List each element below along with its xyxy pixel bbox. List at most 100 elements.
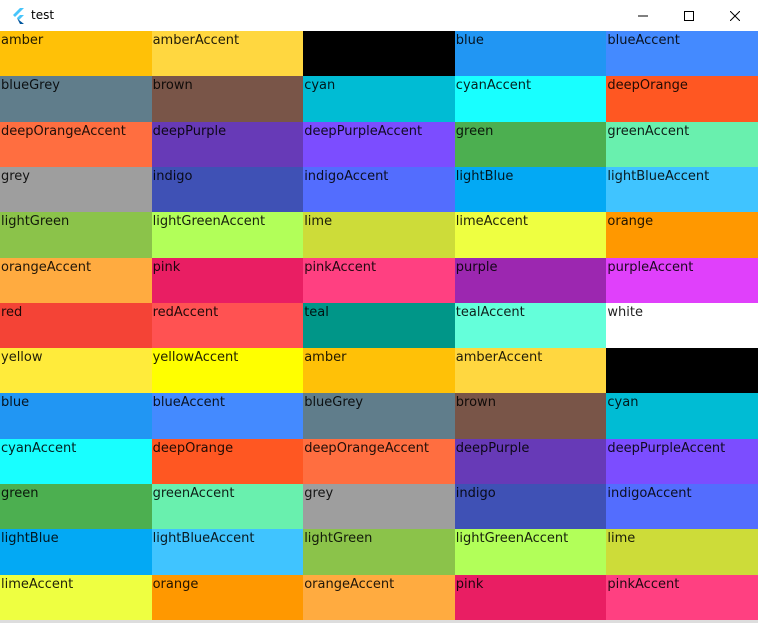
maximize-button[interactable] [666,0,712,31]
color-cell: yellow [0,348,152,394]
color-cell: deepOrange [606,76,758,122]
color-cell: orange [606,212,758,258]
color-label: lightGreenAccent [152,214,266,230]
color-cell: amberAccent [454,348,607,394]
color-label: indigo [455,486,496,502]
color-cell: lightBlueAccent [151,529,304,575]
color-label: brown [455,395,496,411]
color-cell: brown [151,76,304,122]
color-cell: deepOrangeAccent [0,121,152,167]
color-label: pink [455,576,484,592]
color-label: amberAccent [455,350,543,366]
color-label: blueGrey [304,395,364,411]
color-label: brown [152,78,193,94]
color-cell: amber [303,348,455,394]
color-cell: deepPurple [151,121,304,167]
color-cell: deepPurpleAccent [606,438,758,485]
close-button[interactable] [712,0,758,31]
title-bar[interactable]: test [0,0,758,31]
color-label: cyanAccent [455,78,532,94]
color-label: pink [152,259,181,275]
color-label: lightGreenAccent [455,531,569,547]
color-label: grey [1,168,31,184]
color-label: teal [304,304,329,320]
color-cell: lime [606,529,758,575]
color-cell: pink [151,257,304,303]
color-cell: cyan [606,393,758,439]
color-cell: redAccent [151,302,304,349]
color-label: deepPurple [455,440,530,456]
color-cell: lightBlue [454,166,607,213]
color-label: white [607,304,643,320]
color-cell: grey [303,484,455,530]
color-cell: blueGrey [0,76,152,122]
color-cell: blueAccent [151,393,304,439]
color-cell: purple [454,257,607,303]
color-cell: lightBlueAccent [606,166,758,213]
color-cell: deepPurpleAccent [303,121,455,167]
color-cell: indigoAccent [606,484,758,530]
color-cell: lightGreenAccent [151,212,304,258]
color-label: grey [304,486,334,502]
close-icon [730,10,740,21]
color-cell: deepOrangeAccent [303,438,455,485]
color-cell: indigo [454,484,607,530]
color-label: orange [152,576,199,592]
color-label: orangeAccent [1,259,92,275]
color-cell: white [606,302,758,349]
color-cell: tealAccent [454,302,607,349]
color-cell: cyanAccent [0,438,152,485]
color-label: blueAccent [607,33,680,48]
color-label: amber [304,350,347,366]
color-cell [303,31,455,77]
color-cell: blue [454,31,607,77]
color-cell [606,348,758,394]
color-cell: green [0,484,152,530]
color-label: deepOrange [152,440,234,456]
color-label: orange [607,214,654,230]
color-cell: lime [303,212,455,258]
color-label: lightGreen [1,214,70,230]
color-label: lightBlue [1,531,59,547]
color-label: tealAccent [455,304,525,320]
color-label: green [1,486,39,502]
color-label: cyanAccent [1,440,77,456]
color-cell: green [454,121,607,167]
color-label: deepOrange [607,78,688,94]
color-cell: yellowAccent [151,348,304,394]
color-label: cyan [304,78,336,94]
color-label: deepOrangeAccent [1,123,126,139]
color-cell: lightGreen [303,529,455,575]
flutter-logo-icon [13,8,24,24]
maximize-icon [684,10,694,21]
color-label: cyan [607,395,639,411]
color-label: blue [1,395,30,411]
color-label: pinkAccent [304,259,377,275]
color-cell: amber [0,31,152,77]
color-cell: cyan [303,76,455,122]
color-label: indigoAccent [607,486,692,502]
color-label: deepOrangeAccent [304,440,430,456]
color-label: lightBlue [455,168,514,184]
color-label: deepPurpleAccent [304,123,423,139]
color-label: redAccent [152,304,219,320]
color-grid: amber amberAccent blue blueAccent blueGrey br… [0,31,758,620]
color-cell: teal [303,302,455,349]
color-cell: indigoAccent [303,166,455,213]
color-cell: deepPurple [454,438,607,485]
color-label: limeAccent [1,576,74,592]
color-cell: lightGreenAccent [454,529,607,575]
minimize-button[interactable] [620,0,666,31]
color-label: blueAccent [152,395,225,411]
color-cell: indigo [151,166,304,213]
color-cell: amberAccent [151,31,304,77]
color-label: green [455,123,494,139]
color-label: indigoAccent [304,168,389,184]
color-cell: lightBlue [0,529,152,575]
color-cell: cyanAccent [454,76,607,122]
color-cell: lightGreen [0,212,152,258]
color-label: deepPurple [152,123,227,139]
color-label: purple [455,259,498,275]
color-label: indigo [152,168,193,184]
color-cell: red [0,302,152,349]
